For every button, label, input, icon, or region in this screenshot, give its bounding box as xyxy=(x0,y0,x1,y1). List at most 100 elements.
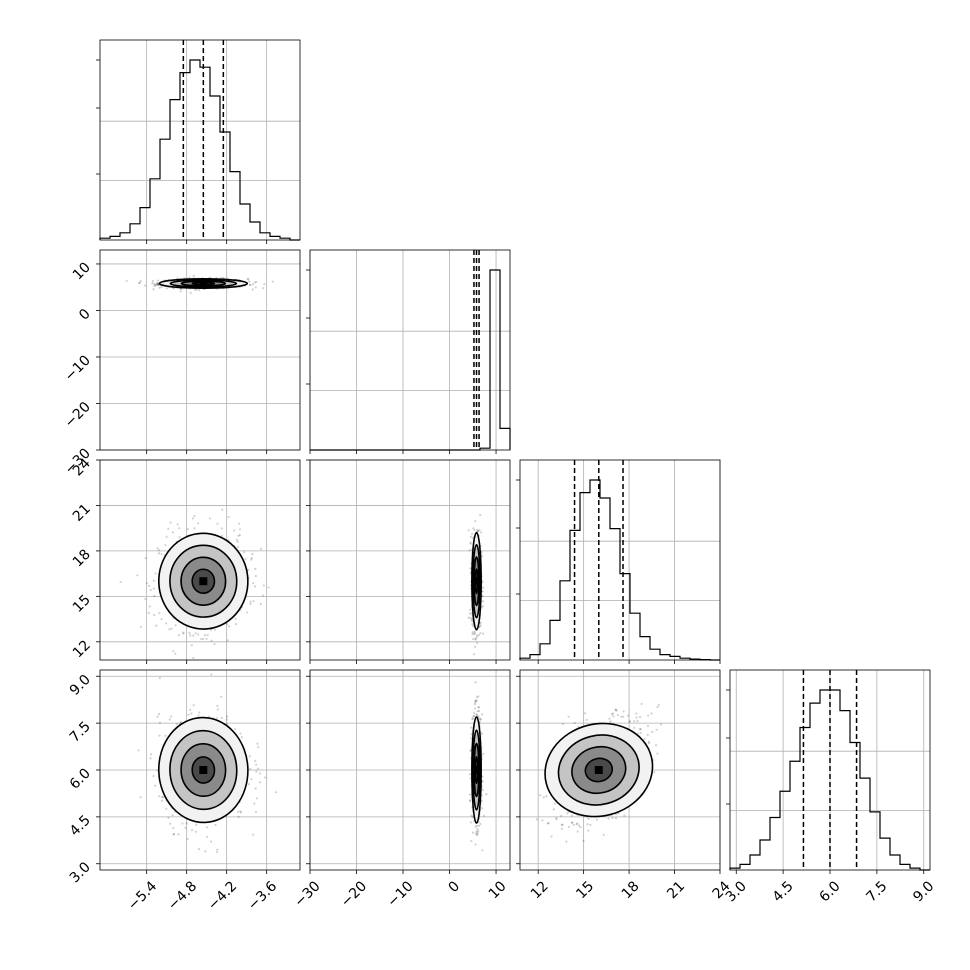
sample-point xyxy=(614,817,618,820)
sample-point xyxy=(482,814,486,817)
sample-point xyxy=(474,825,477,828)
sample-point xyxy=(202,637,205,641)
sample-point xyxy=(471,623,474,626)
sample-point xyxy=(647,714,650,717)
sample-point xyxy=(638,728,642,731)
sample-point xyxy=(197,847,201,851)
sample-point xyxy=(239,732,242,735)
sample-point xyxy=(635,716,638,719)
sample-point xyxy=(471,631,474,634)
sample-point xyxy=(545,795,548,798)
sample-point xyxy=(246,277,249,280)
sample-point xyxy=(475,699,478,702)
sample-point xyxy=(158,721,162,724)
sample-point xyxy=(168,822,172,825)
sample-point xyxy=(210,639,213,642)
sample-point xyxy=(477,633,481,637)
sample-point xyxy=(469,541,472,544)
sample-point xyxy=(469,542,472,545)
sample-point xyxy=(155,282,159,285)
sample-point xyxy=(647,741,651,745)
sample-point xyxy=(479,621,482,624)
sample-point xyxy=(137,749,140,752)
sample-point xyxy=(608,717,611,720)
sample-point xyxy=(267,586,270,589)
sample-point xyxy=(582,839,585,842)
sample-point xyxy=(472,715,476,718)
sample-point xyxy=(470,732,473,736)
sample-point xyxy=(651,730,654,734)
sample-point xyxy=(156,283,159,286)
sample-point xyxy=(468,793,472,796)
sample-point xyxy=(214,823,217,827)
x-tick-label: 0 xyxy=(446,878,464,896)
sample-point xyxy=(479,822,482,826)
sample-point xyxy=(477,824,481,827)
sample-point xyxy=(480,713,484,716)
density-peak xyxy=(199,766,208,774)
sample-point xyxy=(156,547,159,550)
sample-point xyxy=(167,527,170,530)
sample-point xyxy=(172,650,175,653)
sample-point xyxy=(555,816,558,820)
y-tick-label: 6.0 xyxy=(67,766,94,793)
sample-point xyxy=(144,597,147,601)
sample-point xyxy=(234,622,238,626)
sample-point xyxy=(468,549,471,552)
sample-point xyxy=(476,834,479,837)
sample-point xyxy=(152,579,156,582)
sample-point xyxy=(610,713,614,716)
x-tick-label: 9.0 xyxy=(910,878,937,905)
sample-point xyxy=(471,637,475,641)
panel-body xyxy=(137,673,278,854)
x-tick-label: 21 xyxy=(664,878,688,902)
sample-point xyxy=(227,515,230,519)
sample-point xyxy=(470,737,473,740)
sample-point xyxy=(178,536,181,539)
sample-point xyxy=(633,720,636,723)
sample-point xyxy=(475,824,479,827)
sample-point xyxy=(225,718,228,721)
sample-point xyxy=(471,536,474,540)
sample-point xyxy=(553,802,556,805)
sample-point xyxy=(480,555,484,558)
sample-point xyxy=(197,522,200,525)
scatter-panel-3-0: −5.4 −4.8 −4.2 −3.6 3.0 4.5 6.0 7.5 9.0 xyxy=(67,669,301,914)
sample-point xyxy=(469,608,472,611)
sample-point xyxy=(481,600,484,603)
sample-point xyxy=(252,582,255,585)
sample-point xyxy=(147,611,150,614)
sample-point xyxy=(474,832,478,835)
sample-point xyxy=(475,713,478,716)
sample-point xyxy=(190,644,193,647)
axes-frame xyxy=(99,39,301,241)
sample-point xyxy=(481,780,484,783)
sample-point xyxy=(469,821,473,824)
sample-point xyxy=(474,638,477,641)
sample-point xyxy=(152,288,155,291)
sample-point xyxy=(546,821,550,825)
sample-point xyxy=(242,551,246,554)
sample-point xyxy=(566,812,569,815)
sample-point xyxy=(255,280,258,284)
sample-point xyxy=(477,695,480,698)
sample-point xyxy=(479,718,483,721)
sample-point xyxy=(647,740,651,743)
sample-point xyxy=(587,817,590,820)
sample-point xyxy=(471,633,474,636)
sample-point xyxy=(186,527,189,531)
sample-point xyxy=(476,528,479,532)
sample-point xyxy=(172,826,175,830)
sample-point xyxy=(152,587,155,590)
sample-point xyxy=(198,711,201,714)
sample-point xyxy=(254,574,257,578)
sample-point xyxy=(208,517,212,520)
sample-point xyxy=(168,628,171,631)
y-tick-label: 15 xyxy=(70,592,94,616)
histogram-panel-0 xyxy=(96,39,301,244)
y-tick-label: 21 xyxy=(70,501,94,525)
sample-point xyxy=(254,759,257,763)
sample-point xyxy=(474,699,477,702)
sample-point xyxy=(165,622,168,625)
